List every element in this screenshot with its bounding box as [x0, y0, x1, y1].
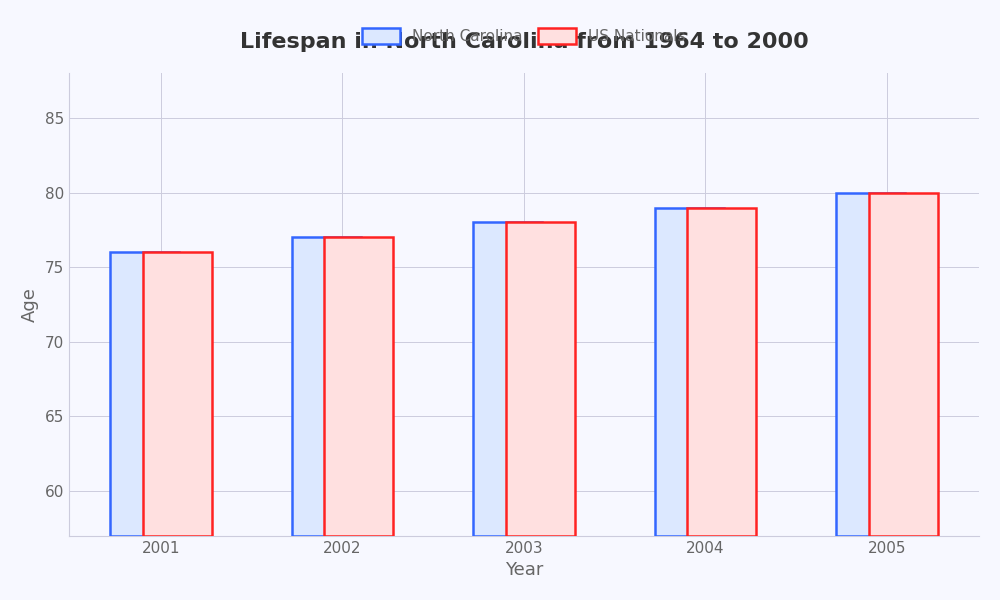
Bar	[292, 238, 361, 536]
Y-axis label: Age: Age	[21, 287, 39, 322]
Bar	[655, 208, 724, 536]
Bar	[687, 208, 756, 536]
Legend: North Carolina, US Nationals: North Carolina, US Nationals	[354, 21, 694, 52]
Bar	[143, 252, 212, 536]
Bar	[506, 223, 575, 536]
Bar	[836, 193, 905, 536]
Bar	[324, 238, 393, 536]
Bar	[473, 223, 542, 536]
Title: Lifespan in North Carolina from 1964 to 2000: Lifespan in North Carolina from 1964 to …	[240, 32, 808, 52]
Bar	[869, 193, 938, 536]
X-axis label: Year: Year	[505, 561, 543, 579]
Bar	[110, 252, 179, 536]
